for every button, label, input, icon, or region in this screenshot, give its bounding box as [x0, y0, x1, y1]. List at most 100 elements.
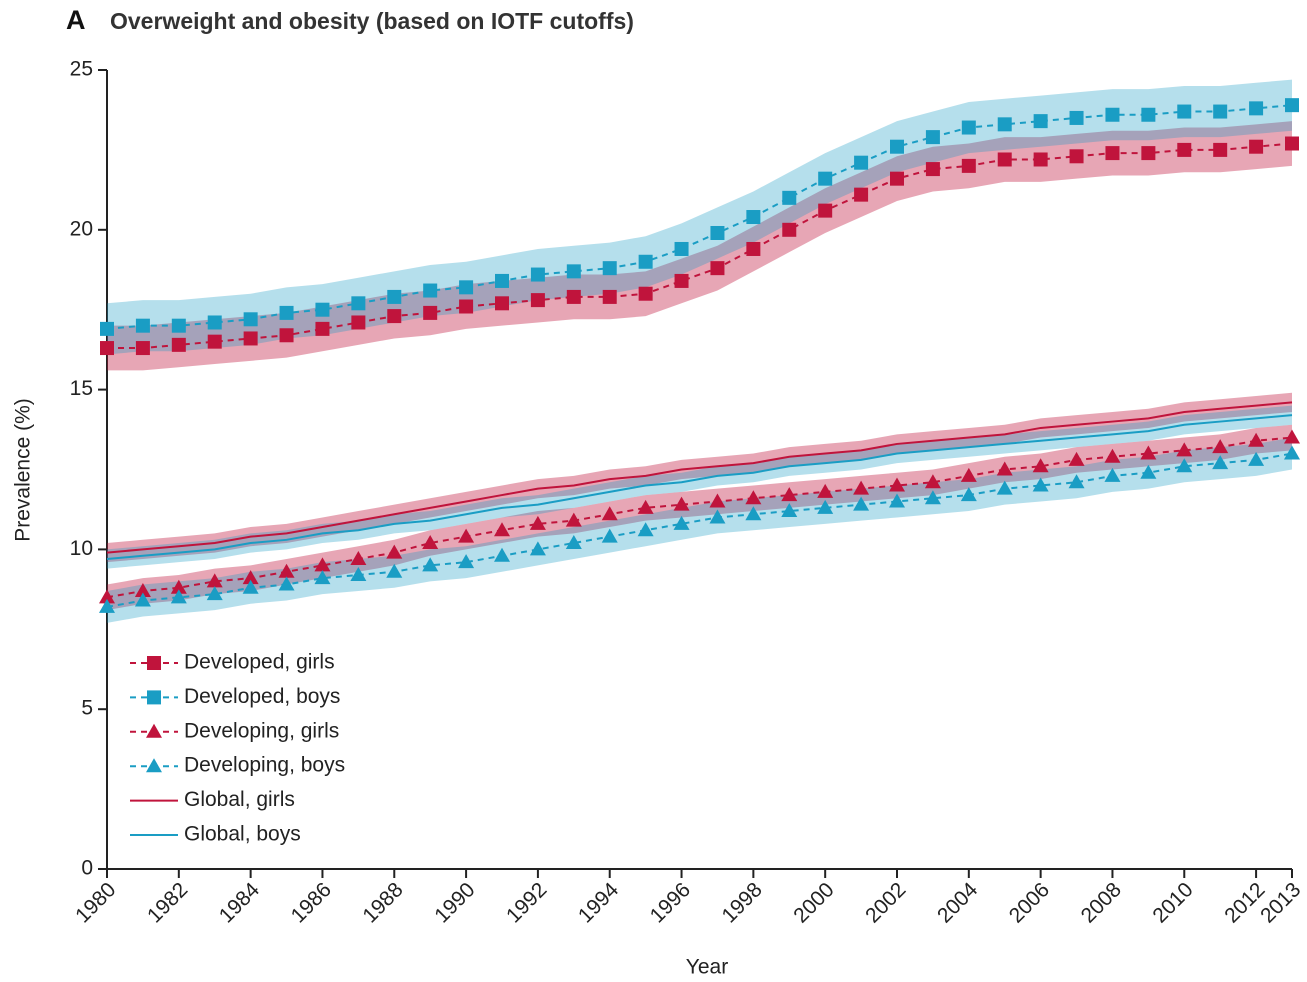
uncertainty-band [107, 424, 1292, 611]
x-tick-label: 2008 [1077, 878, 1126, 927]
marker [889, 493, 905, 508]
marker [1105, 107, 1120, 122]
marker [746, 210, 761, 225]
marker [710, 225, 725, 240]
x-tick-label: 1984 [215, 878, 265, 928]
marker [278, 576, 295, 591]
marker [171, 318, 186, 333]
marker [566, 264, 581, 279]
x-tick-label: 2004 [933, 878, 983, 928]
marker [996, 480, 1013, 495]
x-tick-label: 2000 [789, 878, 838, 927]
marker [1104, 448, 1121, 463]
y-tick-label: 10 [70, 537, 93, 560]
marker [279, 305, 294, 320]
marker [243, 312, 258, 327]
marker [782, 190, 797, 205]
marker [924, 474, 941, 489]
marker [674, 241, 689, 256]
marker [1177, 104, 1192, 119]
marker [350, 566, 367, 581]
marker [1140, 464, 1157, 479]
marker [351, 315, 366, 330]
marker [601, 528, 618, 543]
legend-label: Global, boys [184, 823, 301, 846]
marker [494, 547, 510, 562]
marker [134, 592, 151, 607]
marker [1212, 439, 1229, 454]
marker [459, 299, 474, 314]
uncertainty-band [107, 79, 1292, 355]
marker [243, 331, 258, 346]
marker [853, 480, 870, 495]
marker [817, 483, 834, 498]
marker [638, 254, 653, 269]
marker [1248, 451, 1265, 466]
marker [1285, 98, 1299, 113]
marker [890, 171, 904, 186]
chart-title: Overweight and obesity (based on IOTF cu… [110, 8, 634, 34]
marker [781, 503, 798, 518]
marker [1284, 429, 1300, 444]
marker [674, 273, 689, 288]
marker [206, 586, 223, 601]
x-tick-label: 2002 [861, 878, 910, 927]
marker [1033, 114, 1048, 129]
marker [171, 337, 186, 352]
marker [1105, 146, 1120, 161]
series-line [106, 104, 1293, 330]
marker [314, 570, 331, 585]
marker [315, 302, 330, 317]
marker [1176, 442, 1193, 457]
marker [996, 461, 1013, 476]
marker [673, 496, 690, 511]
x-axis-label: Year [686, 956, 728, 979]
marker [565, 535, 582, 550]
marker [1177, 142, 1192, 157]
marker [925, 130, 940, 145]
series-line [106, 436, 1293, 599]
legend-label: Global, girls [184, 788, 295, 811]
marker [1104, 467, 1121, 482]
marker [207, 334, 222, 349]
marker [782, 222, 797, 237]
marker [1141, 107, 1156, 122]
x-tick-label: 2013 [1256, 878, 1305, 927]
marker [242, 570, 259, 585]
marker [386, 563, 403, 578]
x-tick-label: 1994 [574, 878, 624, 928]
marker [423, 305, 438, 320]
marker [1033, 152, 1048, 167]
marker [1249, 139, 1264, 154]
marker [1284, 445, 1300, 460]
uncertainty-band [107, 405, 1292, 569]
marker [530, 267, 545, 282]
marker [350, 550, 367, 565]
uncertainty-band [107, 121, 1292, 371]
legend-marker [146, 758, 162, 773]
marker [170, 589, 187, 604]
x-tick-label: 2010 [1148, 878, 1197, 927]
marker [100, 341, 114, 356]
y-tick-label: 25 [70, 58, 93, 81]
marker [709, 493, 726, 508]
marker [387, 289, 402, 304]
marker [135, 318, 150, 333]
marker [746, 241, 761, 256]
marker [1068, 474, 1085, 489]
x-tick-label: 1982 [143, 878, 192, 927]
legend-marker [147, 690, 161, 705]
marker [818, 203, 833, 218]
marker [170, 579, 187, 594]
marker [386, 544, 403, 559]
marker [1213, 104, 1228, 119]
marker [279, 328, 294, 343]
marker [1032, 458, 1049, 473]
marker [1285, 136, 1299, 151]
legend-label: Developed, boys [184, 685, 340, 708]
marker [100, 321, 114, 336]
marker [638, 286, 653, 301]
marker [818, 171, 833, 186]
x-tick-label: 1988 [358, 878, 407, 927]
